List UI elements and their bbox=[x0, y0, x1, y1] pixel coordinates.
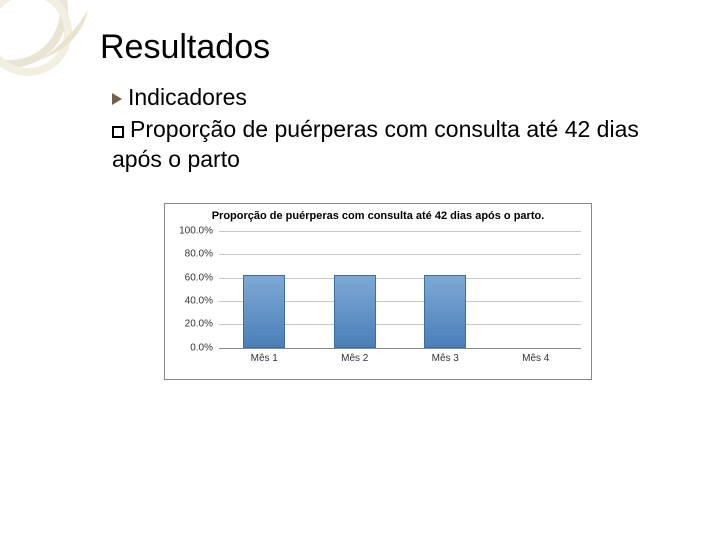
bullet-list: Indicadores Proporção de puérperas com c… bbox=[100, 83, 656, 175]
y-tick-label: 80.0% bbox=[169, 249, 213, 260]
bar bbox=[243, 275, 285, 348]
bullet-text-1: Indicadores bbox=[128, 84, 247, 110]
chart-plot: 0.0%20.0%40.0%60.0%80.0%100.0% Mês 1Mês … bbox=[165, 231, 591, 379]
bullet-item-2: Proporção de puérperas com consulta até … bbox=[112, 115, 656, 175]
x-tick-label: Mês 4 bbox=[491, 353, 582, 364]
chart-title: Proporção de puérperas com consulta até … bbox=[165, 204, 591, 231]
x-axis-ticks: Mês 1Mês 2Mês 3Mês 4 bbox=[219, 349, 581, 364]
bar bbox=[424, 275, 466, 348]
x-tick-label: Mês 2 bbox=[310, 353, 401, 364]
y-tick-label: 40.0% bbox=[169, 296, 213, 307]
bar-slot bbox=[310, 231, 401, 348]
chart-container: Proporção de puérperas com consulta até … bbox=[164, 203, 592, 380]
bullet-item-1: Indicadores bbox=[112, 83, 656, 113]
y-tick-label: 100.0% bbox=[169, 225, 213, 236]
bar-slot bbox=[491, 231, 582, 348]
bar-slot bbox=[400, 231, 491, 348]
page-title: Resultados bbox=[100, 28, 656, 67]
y-tick-label: 60.0% bbox=[169, 272, 213, 283]
bar bbox=[334, 275, 376, 348]
x-tick-label: Mês 3 bbox=[400, 353, 491, 364]
bars-group bbox=[219, 231, 581, 348]
square-icon bbox=[112, 126, 124, 138]
bullet-text-2: Proporção de puérperas com consulta até … bbox=[112, 116, 639, 172]
y-tick-label: 0.0% bbox=[169, 342, 213, 353]
y-tick-label: 20.0% bbox=[169, 319, 213, 330]
x-tick-label: Mês 1 bbox=[219, 353, 310, 364]
plot-area: 0.0%20.0%40.0%60.0%80.0%100.0% bbox=[219, 231, 581, 349]
arrow-icon bbox=[112, 93, 122, 105]
slide-content: Resultados Indicadores Proporção de puér… bbox=[0, 0, 720, 380]
bar-slot bbox=[219, 231, 310, 348]
